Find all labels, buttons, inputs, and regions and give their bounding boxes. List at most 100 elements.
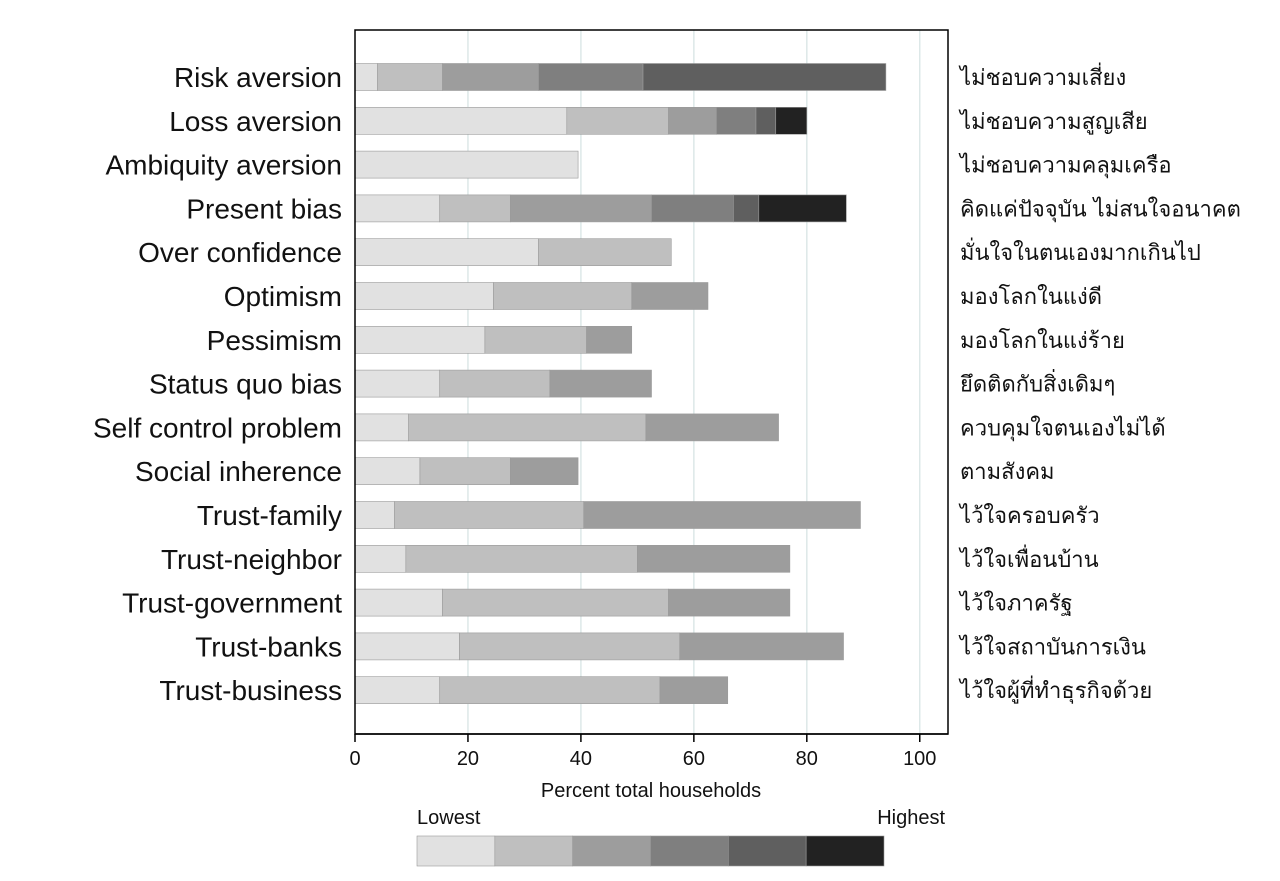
bar-segment — [733, 194, 760, 223]
legend-swatch — [650, 835, 729, 867]
bar-segment — [354, 544, 407, 573]
bar-segment — [679, 632, 844, 661]
bar-segment — [549, 369, 652, 398]
bar-segment — [354, 194, 441, 223]
x-tick-label: 0 — [349, 748, 360, 770]
thai-labels: ไม่ชอบความเสี่ยงไม่ชอบความสูญเสียไม่ชอบค… — [958, 62, 1241, 704]
thai-label: มั่นใจในตนเองมากเกินไป — [960, 237, 1201, 266]
bar-segment — [354, 150, 579, 179]
legend-swatch — [805, 835, 885, 867]
category-labels: Risk aversion Loss aversion Ambiquity aver… — [93, 62, 342, 706]
bar-layer — [354, 63, 887, 705]
bar-segment — [405, 544, 638, 573]
bar-segment — [354, 632, 460, 661]
category-label: Risk aversion — [174, 62, 342, 93]
bar-segment — [354, 369, 441, 398]
thai-label: ยึดติดกับสิ่งเดิมๆ — [960, 369, 1115, 398]
bar-segment — [758, 194, 847, 223]
bar-segment — [354, 457, 421, 486]
bar-segment — [651, 194, 734, 223]
bar-segment — [354, 107, 568, 135]
category-label: Present bias — [186, 193, 342, 224]
thai-label: ควบคุมใจตนเองไม่ได้ — [960, 415, 1166, 441]
bar-segment — [566, 107, 669, 135]
bar-segment — [775, 107, 808, 135]
bar-segment — [755, 107, 777, 135]
bar-segment — [586, 325, 633, 354]
category-label: Optimism — [224, 281, 342, 312]
grid-layer — [467, 30, 921, 734]
category-label: Trust-banks — [195, 631, 342, 662]
category-label: Pessimism — [207, 325, 342, 356]
bar-segment — [642, 63, 887, 91]
bar-segment — [442, 63, 539, 91]
category-label: Trust-government — [122, 588, 342, 619]
bar-segment — [459, 632, 681, 661]
legend-swatch — [728, 835, 807, 867]
bar-segment — [354, 325, 486, 354]
thai-label: ไว้ใจผู้ที่ทำธุรกิจด้วย — [958, 675, 1152, 704]
thai-label: ไม่ชอบความสูญเสีย — [958, 109, 1148, 135]
thai-label: ไม่ชอบความเสี่ยง — [958, 62, 1126, 91]
category-label: Ambiquity aversion — [105, 150, 342, 181]
bar-segment — [538, 238, 672, 266]
legend-low-label: Lowest — [417, 807, 481, 829]
bar-segment — [354, 501, 395, 529]
x-tick-label: 20 — [457, 748, 479, 770]
category-label: Trust-business — [159, 675, 342, 706]
thai-label: ไว้ใจสถาบันการเงิน — [958, 634, 1146, 660]
bar-segment — [377, 63, 443, 91]
x-axis-title: Percent total households — [541, 780, 761, 802]
bar-segment — [394, 501, 585, 529]
bar-segment — [510, 457, 579, 486]
category-label: Over confidence — [138, 237, 342, 268]
thai-label: คิดแค่ปัจจุบัน ไม่สนใจอนาคต — [960, 196, 1241, 222]
bar-segment — [716, 107, 757, 135]
bar-segment — [442, 588, 669, 617]
bar-segment — [354, 413, 409, 442]
thai-label: มองโลกในแง่ดี — [960, 284, 1102, 310]
category-label: Social inherence — [135, 456, 342, 487]
category-label: Trust-family — [197, 500, 342, 531]
thai-label: ตามสังคม — [960, 460, 1055, 485]
bar-segment — [439, 194, 511, 223]
category-label: Self control problem — [93, 412, 342, 443]
bar-segment — [484, 325, 587, 354]
legend-swatch — [416, 835, 496, 867]
category-label: Trust-neighbor — [161, 544, 342, 575]
bar-segment — [493, 282, 633, 310]
thai-label: ไว้ใจครอบครัว — [958, 503, 1100, 529]
bar-segment — [354, 676, 441, 705]
thai-label: ไว้ใจภาครัฐ — [958, 591, 1073, 617]
bar-segment — [439, 676, 661, 705]
category-label: Loss aversion — [169, 106, 342, 137]
x-tick-label: 80 — [796, 748, 818, 770]
bar-segment — [354, 588, 443, 617]
bar-segment — [645, 413, 779, 442]
bar-segment — [538, 63, 644, 91]
bar-segment — [659, 676, 729, 705]
bar-segment — [354, 282, 494, 310]
legend: Lowest Highest — [416, 807, 945, 867]
bar-segment — [408, 413, 647, 442]
x-tick-label: 100 — [903, 748, 936, 770]
x-tick-label: 60 — [683, 748, 705, 770]
x-axis: 0 20 40 60 80 100 — [349, 733, 948, 770]
legend-high-label: Highest — [877, 807, 945, 829]
bar-segment — [510, 194, 652, 223]
bar-segment — [631, 282, 709, 310]
thai-label: ไม่ชอบความคลุมเครือ — [958, 153, 1172, 179]
thai-label: ไว้ใจเพื่อนบ้าน — [958, 544, 1099, 573]
legend-swatch — [572, 835, 651, 867]
bar-segment — [668, 107, 717, 135]
bar-segment — [354, 63, 378, 91]
bar-segment — [637, 544, 791, 573]
category-label: Status quo bias — [149, 369, 342, 400]
bar-segment — [583, 501, 861, 529]
bar-segment — [419, 457, 511, 486]
bar-segment — [668, 588, 791, 617]
legend-swatch — [494, 835, 573, 867]
bar-segment — [439, 369, 551, 398]
